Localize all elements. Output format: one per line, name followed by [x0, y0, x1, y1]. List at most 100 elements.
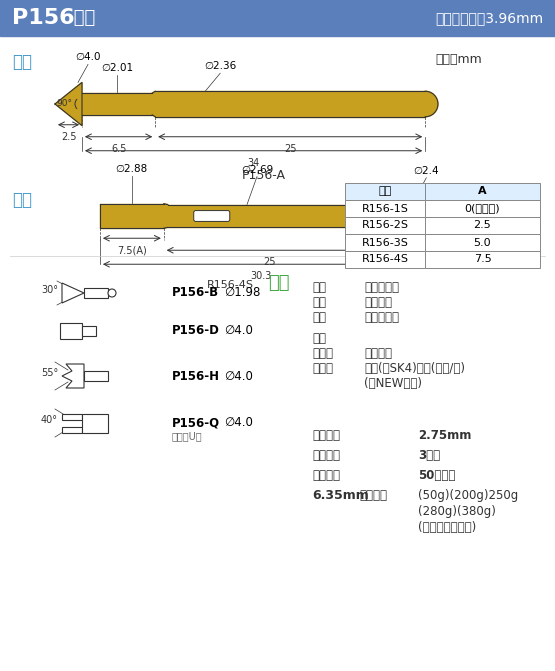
Text: 2.75mm: 2.75mm — [418, 429, 471, 442]
Text: R156-4S: R156-4S — [361, 254, 408, 264]
Bar — [84, 371, 108, 381]
Text: 单位：mm: 单位：mm — [435, 53, 482, 66]
Text: 套管: 套管 — [312, 311, 326, 324]
FancyBboxPatch shape — [386, 211, 398, 220]
Bar — [425, 251, 540, 268]
Polygon shape — [425, 91, 438, 117]
Text: P156-Q: P156-Q — [172, 417, 220, 429]
Bar — [425, 217, 540, 234]
Text: 铍铜(或SK4)镀镍(或金/铑): 铍铜(或SK4)镀镍(或金/铑) — [364, 362, 465, 375]
Text: 型号: 型号 — [379, 187, 392, 197]
Bar — [345, 234, 425, 251]
Text: R156-4S: R156-4S — [207, 280, 254, 291]
Bar — [345, 183, 425, 200]
Bar — [345, 200, 425, 217]
Text: ∅4.0: ∅4.0 — [224, 325, 253, 338]
Text: 实际为U头: 实际为U头 — [172, 431, 203, 441]
Text: P156-B: P156-B — [172, 287, 219, 299]
Text: ∅2.36: ∅2.36 — [204, 61, 236, 71]
Text: P156-D: P156-D — [172, 325, 220, 338]
Text: A: A — [478, 187, 487, 197]
Text: ∅2.4: ∅2.4 — [413, 166, 439, 176]
FancyBboxPatch shape — [194, 211, 230, 221]
Text: P156-H: P156-H — [172, 370, 220, 382]
Text: 40°: 40° — [41, 415, 58, 425]
Text: 针套: 针套 — [12, 191, 32, 209]
Text: ∅2.88: ∅2.88 — [116, 164, 148, 174]
Text: (括号内为定制品): (括号内为定制品) — [418, 521, 476, 534]
Bar — [425, 200, 540, 217]
Text: R156-3S: R156-3S — [361, 238, 408, 248]
Bar — [100, 204, 164, 228]
Text: 6.35mm: 6.35mm — [312, 489, 369, 502]
Bar — [155, 91, 425, 117]
Text: 接触电阻: 接触电阻 — [312, 469, 340, 482]
Bar — [345, 251, 425, 268]
Text: 材料: 材料 — [268, 274, 290, 292]
Text: 弹簧: 弹簧 — [312, 296, 326, 309]
Text: 0(喇叭口): 0(喇叭口) — [465, 203, 500, 213]
Text: 行程弹力: 行程弹力 — [359, 489, 387, 502]
Text: 90°: 90° — [56, 99, 72, 107]
Circle shape — [108, 289, 116, 297]
Text: 55°: 55° — [41, 368, 58, 378]
Polygon shape — [62, 413, 82, 419]
Text: 5.0: 5.0 — [473, 238, 491, 248]
Bar — [425, 234, 540, 251]
Text: 2.5: 2.5 — [473, 221, 491, 231]
Text: 不锈钢线: 不锈钢线 — [364, 296, 392, 309]
Polygon shape — [55, 83, 82, 125]
Text: (用NEW标识): (用NEW标识) — [364, 377, 422, 390]
Text: ∅1.98: ∅1.98 — [224, 287, 260, 299]
Text: 磷铜管镀金: 磷铜管镀金 — [364, 281, 399, 294]
Polygon shape — [376, 205, 381, 227]
Text: 34: 34 — [248, 158, 260, 168]
Text: 50毫欧姆: 50毫欧姆 — [418, 469, 455, 482]
Text: 国产料: 国产料 — [312, 347, 333, 360]
Bar — [84, 288, 108, 298]
Polygon shape — [152, 91, 155, 117]
Text: 探针: 探针 — [12, 53, 32, 71]
Bar — [345, 217, 425, 234]
Text: 6.5: 6.5 — [111, 144, 127, 154]
Text: 额定电流: 额定电流 — [312, 449, 340, 462]
Text: ∅2.01: ∅2.01 — [101, 63, 133, 73]
Text: 25: 25 — [264, 257, 276, 267]
Text: 25: 25 — [284, 144, 296, 154]
Text: (50g)(200g)250g: (50g)(200g)250g — [418, 489, 518, 502]
Polygon shape — [62, 427, 82, 433]
Bar — [381, 206, 421, 226]
Text: 7.5(A): 7.5(A) — [117, 245, 147, 255]
Text: 钻孔尺寸: 钻孔尺寸 — [312, 429, 340, 442]
Text: (280g)(380g): (280g)(380g) — [418, 505, 496, 518]
Text: ∅4.0: ∅4.0 — [224, 370, 253, 382]
Bar — [60, 323, 82, 339]
Text: 2.5: 2.5 — [60, 132, 76, 142]
Text: 针杆: 针杆 — [312, 332, 326, 345]
Text: 黄铜管镀金: 黄铜管镀金 — [364, 311, 399, 324]
Text: ∅4.0: ∅4.0 — [224, 417, 253, 429]
Text: 针管: 针管 — [312, 281, 326, 294]
Text: 30°: 30° — [41, 285, 58, 295]
Text: R156-2S: R156-2S — [361, 221, 408, 231]
Text: ∅4.0: ∅4.0 — [75, 52, 101, 62]
Text: 最小测试间距3.96mm: 最小测试间距3.96mm — [435, 11, 543, 25]
Polygon shape — [62, 364, 84, 388]
Polygon shape — [164, 204, 168, 228]
Text: 系列: 系列 — [68, 9, 95, 27]
Text: P156: P156 — [12, 8, 74, 28]
Polygon shape — [62, 283, 84, 303]
Text: P156-A: P156-A — [241, 168, 286, 182]
Text: 进口料: 进口料 — [312, 362, 333, 375]
Text: 黄铜镀镍: 黄铜镀镍 — [364, 347, 392, 360]
Text: 30.3: 30.3 — [250, 271, 271, 281]
Text: 3安培: 3安培 — [418, 449, 440, 462]
Bar — [82, 413, 108, 433]
Bar — [82, 93, 152, 115]
Text: R156-1S: R156-1S — [361, 203, 408, 213]
Text: 5.3: 5.3 — [391, 245, 406, 255]
Bar — [0, 0, 555, 36]
Bar — [82, 326, 96, 336]
Text: ∅2.69: ∅2.69 — [241, 164, 273, 174]
Bar — [425, 183, 540, 200]
